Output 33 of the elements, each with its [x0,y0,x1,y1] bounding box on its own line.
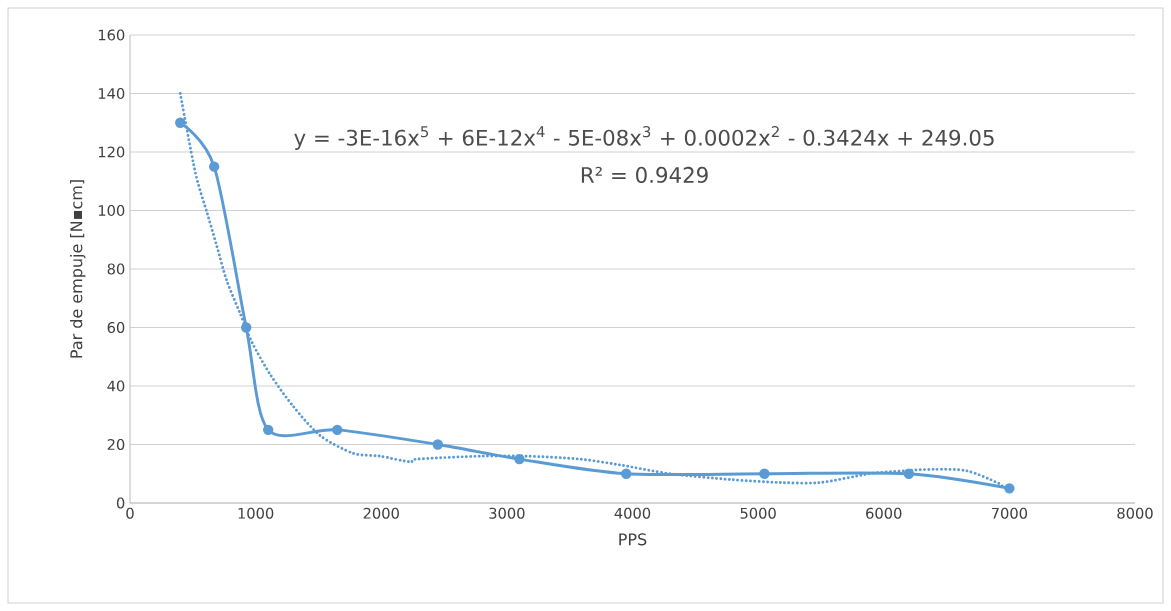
x-tick-label: 7000 [991,507,1028,519]
point [332,424,343,436]
point [759,468,770,479]
x-axis-title: PPS [619,533,647,546]
x-tick-label: 4000 [614,507,651,519]
y-tick-label: 40 [107,380,125,392]
x-tick-label: 0 [126,507,134,519]
annotation: R² = 0.9429 [581,166,708,183]
point [262,424,274,436]
y-axis-title: Par de empuje [N▪cm] [70,180,86,358]
y-tick-label: 160 [98,29,125,41]
point [514,453,525,465]
y-tick-label: 120 [98,146,125,158]
y-tick-label: 60 [107,321,125,334]
point [175,117,186,128]
x-tick-label: 6000 [866,507,902,519]
y-tick-label: 20 [107,438,125,451]
x-tick-label: 3000 [489,507,525,519]
point [208,161,220,172]
point [903,468,915,479]
x-tick-label: 2000 [363,507,399,519]
point [621,468,632,479]
x-tick-label: 1000 [238,507,274,519]
point [432,439,443,450]
point [1004,483,1015,494]
x-tick-label: 5000 [740,507,776,519]
y-tick-label: 100 [98,204,125,217]
y-tick-label: 140 [98,87,125,100]
text: y = -3E-16x$^{5}$ + 6E-12x$^{4}$ - 5E-08x$^{3}$ + 0.0002x$^{2}$ - 0.3424x + 249.05 [294,126,994,150]
x-tick-label: 8000 [1117,507,1153,519]
point [241,322,252,333]
y-tick-label: 80 [107,263,125,275]
y-tick-label: 0 [116,497,125,509]
